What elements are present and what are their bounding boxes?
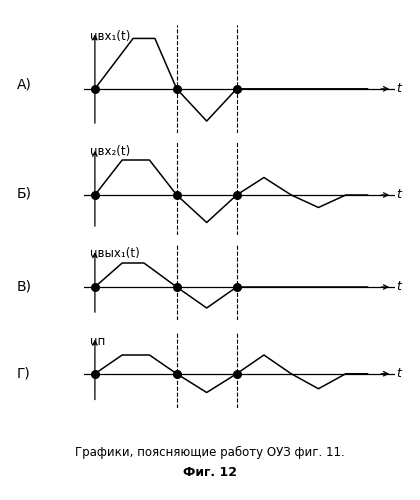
Text: Б): Б) bbox=[17, 186, 32, 200]
Text: В): В) bbox=[17, 279, 32, 293]
Text: Фиг. 12: Фиг. 12 bbox=[183, 466, 237, 479]
Text: А): А) bbox=[17, 77, 32, 91]
Text: t: t bbox=[396, 82, 401, 96]
Text: t: t bbox=[396, 280, 401, 293]
Text: uвх₁(t): uвх₁(t) bbox=[90, 30, 131, 44]
Text: Графики, поясняющие работу ОУЗ фиг. 11.: Графики, поясняющие работу ОУЗ фиг. 11. bbox=[75, 446, 345, 459]
Text: uвых₁(t): uвых₁(t) bbox=[90, 246, 140, 260]
Text: t: t bbox=[396, 367, 401, 380]
Text: uп: uп bbox=[90, 335, 105, 348]
Text: t: t bbox=[396, 188, 401, 202]
Text: uвх₂(t): uвх₂(t) bbox=[90, 146, 131, 158]
Text: Г): Г) bbox=[17, 367, 31, 381]
